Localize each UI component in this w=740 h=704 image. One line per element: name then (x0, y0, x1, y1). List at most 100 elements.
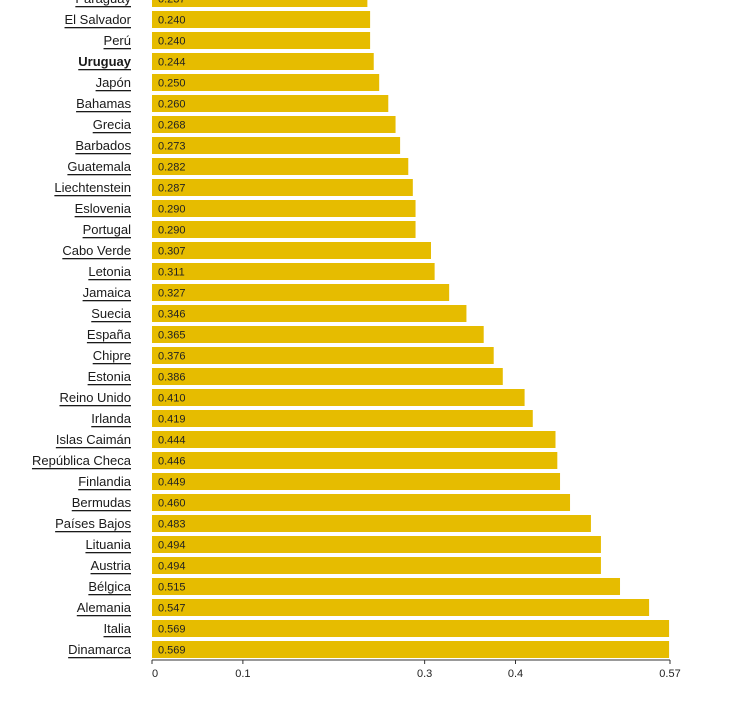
bars (152, 0, 670, 658)
bar (152, 221, 416, 238)
value-label: 0.268 (158, 120, 186, 132)
value-labels: 0.237 0.240 0.240 0.244 0.250 0.260 0.268 0.273… (158, 0, 186, 657)
bar (152, 158, 409, 175)
country-label[interactable]: Barbados (75, 138, 131, 153)
value-label: 0.386 (158, 372, 186, 384)
country-label[interactable]: Italia (104, 621, 132, 636)
country-label[interactable]: Portugal (83, 222, 132, 237)
x-tick-label: 0.4 (508, 668, 523, 680)
x-tick-label: 0.3 (417, 668, 432, 680)
bar (152, 368, 503, 385)
bar (152, 200, 416, 217)
value-label: 0.410 (158, 393, 186, 405)
bar (152, 641, 670, 658)
country-label[interactable]: Cabo Verde (62, 243, 131, 258)
bar (152, 452, 558, 469)
bar (152, 179, 413, 196)
country-label[interactable]: Jamaica (83, 285, 132, 300)
bar (152, 599, 650, 616)
country-label[interactable]: Suecia (91, 306, 132, 321)
country-labels: Paraguay El Salvador Perú Uruguay Japón Baham… (32, 0, 132, 657)
country-label[interactable]: Uruguay (78, 54, 132, 69)
value-label: 0.287 (158, 183, 186, 195)
bar (152, 74, 380, 91)
value-label: 0.569 (158, 645, 186, 657)
x-tick-label: 0.57 (659, 668, 680, 680)
country-label[interactable]: Japón (96, 75, 131, 90)
country-label[interactable]: Eslovenia (75, 201, 132, 216)
country-label[interactable]: Bermudas (72, 495, 132, 510)
value-label: 0.346 (158, 309, 186, 321)
bar (152, 578, 621, 595)
country-label[interactable]: Irlanda (91, 411, 132, 426)
value-label: 0.290 (158, 225, 186, 237)
bar (152, 305, 467, 322)
bar (152, 32, 371, 49)
value-label: 0.569 (158, 624, 186, 636)
value-label: 0.449 (158, 477, 186, 489)
country-label[interactable]: Perú (104, 33, 131, 48)
bar (152, 389, 525, 406)
value-label: 0.376 (158, 351, 186, 363)
bar (152, 263, 435, 280)
value-label: 0.282 (158, 162, 186, 174)
bar (152, 515, 591, 532)
value-label: 0.240 (158, 36, 186, 48)
value-label: 0.494 (158, 540, 186, 552)
bar (152, 620, 670, 637)
country-label[interactable]: Letonia (88, 264, 131, 279)
country-label[interactable]: Alemania (77, 600, 132, 615)
country-label[interactable]: Guatemala (67, 159, 131, 174)
country-label[interactable]: Dinamarca (68, 642, 132, 657)
x-tick-label: 0.1 (235, 668, 250, 680)
country-label[interactable]: El Salvador (65, 12, 132, 27)
value-label: 0.419 (158, 414, 186, 426)
country-label[interactable]: Bahamas (76, 96, 131, 111)
bar (152, 0, 368, 7)
country-label[interactable]: Islas Caimán (56, 432, 131, 447)
value-label: 0.494 (158, 561, 186, 573)
country-label[interactable]: Chipre (93, 348, 131, 363)
value-label: 0.237 (158, 0, 186, 6)
bar (152, 11, 371, 28)
bar (152, 410, 533, 427)
value-label: 0.515 (158, 582, 186, 594)
country-label[interactable]: Austria (91, 558, 132, 573)
value-label: 0.273 (158, 141, 186, 153)
value-label: 0.446 (158, 456, 186, 468)
bar (152, 242, 431, 259)
bar (152, 347, 494, 364)
country-label[interactable]: Grecia (93, 117, 132, 132)
value-label: 0.240 (158, 15, 186, 27)
country-label[interactable]: Finlandia (78, 474, 132, 489)
bar (152, 116, 396, 133)
bar (152, 53, 374, 70)
country-label[interactable]: Paraguay (75, 0, 131, 6)
country-label[interactable]: Reino Unido (59, 390, 131, 405)
value-label: 0.290 (158, 204, 186, 216)
value-label: 0.444 (158, 435, 186, 447)
value-label: 0.547 (158, 603, 186, 615)
bar (152, 326, 484, 343)
country-label[interactable]: Estonia (88, 369, 132, 384)
value-label: 0.260 (158, 99, 186, 111)
value-label: 0.244 (158, 57, 186, 69)
country-label[interactable]: España (87, 327, 132, 342)
bar (152, 284, 450, 301)
bar (152, 95, 389, 112)
value-label: 0.250 (158, 78, 186, 90)
country-label[interactable]: Lituania (85, 537, 131, 552)
bar (152, 473, 561, 490)
value-label: 0.483 (158, 519, 186, 531)
value-label: 0.365 (158, 330, 186, 342)
country-label[interactable]: República Checa (32, 453, 132, 468)
country-label[interactable]: Bélgica (88, 579, 131, 594)
bar (152, 494, 571, 511)
country-label[interactable]: Liechtenstein (54, 180, 131, 195)
value-label: 0.307 (158, 246, 186, 258)
bar (152, 557, 601, 574)
bar (152, 431, 556, 448)
bar (152, 137, 401, 154)
country-label[interactable]: Países Bajos (55, 516, 131, 531)
